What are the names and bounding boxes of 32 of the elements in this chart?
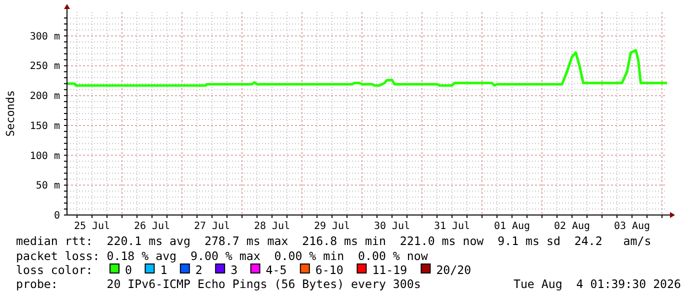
x-tick-label: 26 Jul xyxy=(134,221,170,232)
text: probe: 20 IPv6-ICMP Echo Pings (56 Bytes) every 300s xyxy=(16,277,421,291)
legend-label: 6-10 xyxy=(315,263,344,277)
x-tick-label: 03 Aug xyxy=(614,221,650,232)
legend-label: 1 xyxy=(160,263,168,277)
x-tick-label: 02 Aug xyxy=(554,221,590,232)
x-tick-label: 01 Aug xyxy=(494,221,530,232)
y-axis-title: Seconds xyxy=(4,90,17,137)
legend-label: 11-19 xyxy=(372,263,408,277)
y-tick-label: 150 m xyxy=(30,120,60,132)
x-tick-label: 31 Jul xyxy=(434,221,470,232)
legend-label: 3 xyxy=(230,263,238,277)
legend-title: loss color: xyxy=(16,263,93,277)
y-tick-label: 100 m xyxy=(30,150,60,162)
y-tick-label: 50 m xyxy=(36,180,60,192)
legend-label: 0 xyxy=(125,263,132,277)
legend-label: 4-5 xyxy=(266,263,287,277)
legend-label: 2 xyxy=(195,263,202,277)
text: packet loss: 0.18 % avg 9.00 % max 0.00 % min 0.00 % now xyxy=(16,249,428,263)
x-tick-label: 25 Jul xyxy=(74,221,110,232)
text: Tue Aug 4 01:39:30 2026 xyxy=(513,277,682,291)
x-tick-label: 27 Jul xyxy=(194,221,230,232)
x-tick-label: 28 Jul xyxy=(254,221,290,232)
y-tick-label: 300 m xyxy=(30,31,60,42)
x-tick-label: 30 Jul xyxy=(374,221,410,232)
y-tick-label: 200 m xyxy=(30,91,60,102)
text: median rtt: 220.1 ms avg 278.7 ms max 216.8 ms min 221.0 ms now 9.1 ms sd 24.2 am/s xyxy=(16,234,652,248)
x-tick-label: 29 Jul xyxy=(314,221,350,232)
line-series xyxy=(66,48,668,87)
y-tick-label: 0 xyxy=(54,210,60,222)
legend-label: 20/20 xyxy=(436,263,472,277)
y-tick-label: 250 m xyxy=(30,61,60,72)
